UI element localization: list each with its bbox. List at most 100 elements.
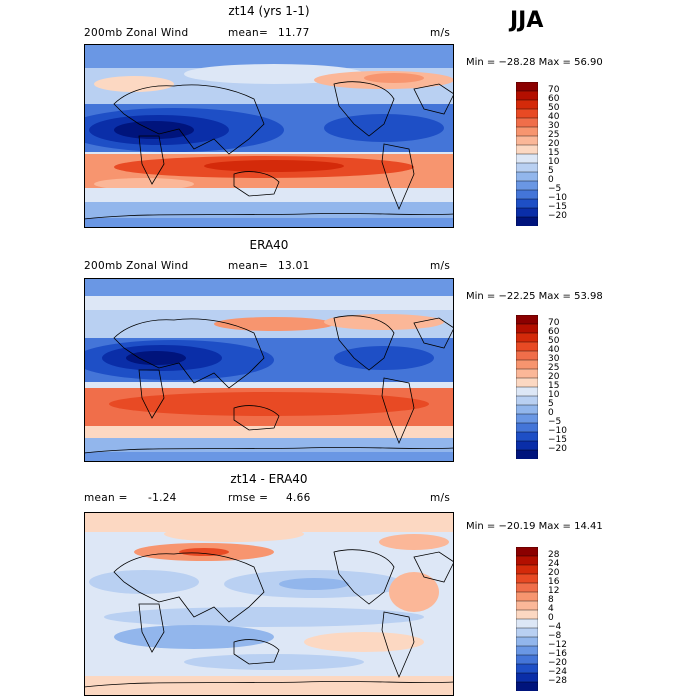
colorbar-swatch: [516, 654, 538, 665]
panel-3-title: zt14 - ERA40: [230, 472, 308, 486]
colorbar-swatch: [516, 555, 538, 566]
coastlines: [84, 315, 454, 454]
contour-band: [84, 676, 454, 696]
colorbar-label: 25: [548, 363, 560, 373]
colorbar-label: −15: [548, 435, 567, 445]
colorbar-swatch: [516, 207, 538, 218]
colorbar-swatch: [516, 350, 538, 361]
colorbar-label: 60: [548, 327, 560, 337]
contour-band: [364, 73, 424, 83]
colorbar-label: 40: [548, 345, 560, 355]
colorbar-swatch: [516, 440, 538, 451]
panel-1-colorbar: [516, 82, 538, 226]
contour-band: [126, 351, 186, 365]
colorbar-label: −10: [548, 193, 567, 203]
panel-1-units: m/s: [430, 27, 451, 39]
panel-1-title: zt14 (yrs 1-1): [228, 4, 310, 18]
colorbar-label: 5: [548, 399, 554, 409]
panel-3-mean-value: -1.24: [148, 492, 177, 504]
contour-band: [114, 625, 274, 649]
colorbar-label: 60: [548, 94, 560, 104]
colorbar-swatch: [516, 108, 538, 119]
colorbar-label: 25: [548, 130, 560, 140]
colorbar-label: −5: [548, 417, 562, 427]
contour-band: [84, 218, 454, 228]
colorbar-swatch: [516, 332, 538, 343]
contour-band: [84, 382, 454, 392]
colorbar-swatch: [516, 189, 538, 200]
colorbar-label: 70: [548, 85, 560, 95]
colorbar-swatch: [516, 591, 538, 602]
contour-band: [84, 44, 454, 68]
contour-band: [324, 314, 444, 330]
contour-band: [89, 570, 199, 594]
colorbar-label: −12: [548, 640, 567, 650]
colorbar-swatch: [516, 341, 538, 352]
panel-1-map: [84, 44, 454, 228]
colorbar-swatch: [516, 431, 538, 442]
colorbar-swatch: [516, 90, 538, 101]
colorbar-swatch: [516, 216, 538, 226]
colorbar-swatch: [516, 117, 538, 128]
panel-3-map: [84, 512, 454, 696]
colorbar-label: −4: [548, 622, 562, 632]
contour-band: [164, 526, 304, 542]
colorbar-swatch: [516, 609, 538, 620]
colorbar-swatch: [516, 162, 538, 173]
colorbar-swatch: [516, 171, 538, 182]
colorbar-label: −10: [548, 426, 567, 436]
colorbar-label: −20: [548, 658, 567, 668]
colorbar-label: 50: [548, 336, 560, 346]
colorbar-swatch: [516, 663, 538, 674]
season-label: JJA: [510, 8, 544, 33]
contour-band: [84, 452, 454, 462]
colorbar-swatch: [516, 681, 538, 691]
colorbar-swatch: [516, 573, 538, 584]
colorbar-swatch: [516, 323, 538, 334]
contour-band: [204, 160, 344, 172]
colorbar-label: 50: [548, 103, 560, 113]
panel-2-minmax: Min = −22.25 Max = 53.98: [466, 291, 603, 302]
colorbar-swatch: [516, 672, 538, 683]
colorbar-swatch: [516, 180, 538, 191]
colorbar-swatch: [516, 422, 538, 433]
colorbar-label: 20: [548, 568, 560, 578]
colorbar-swatch: [516, 627, 538, 638]
colorbar-label: 28: [548, 550, 560, 560]
panel-1-field-label: 200mb Zonal Wind: [84, 27, 189, 39]
colorbar-swatch: [516, 600, 538, 611]
contour-band: [84, 278, 454, 296]
contour-band: [389, 572, 439, 612]
colorbar-label: 4: [548, 604, 554, 614]
colorbar-swatch: [516, 82, 538, 92]
panel-3-mean-label: mean =: [84, 492, 128, 504]
colorbar-swatch: [516, 315, 538, 325]
colorbar-label: 12: [548, 586, 560, 596]
colorbar-label: 20: [548, 139, 560, 149]
map-frame: [84, 44, 454, 228]
colorbar-swatch: [516, 153, 538, 164]
colorbar-swatch: [516, 386, 538, 397]
panel-2-mean-label: mean=: [228, 260, 269, 272]
colorbar-swatch: [516, 395, 538, 406]
panel-1-mean-label: mean=: [228, 27, 269, 39]
contour-band: [179, 548, 229, 556]
colorbar-swatch: [516, 404, 538, 415]
colorbar-swatch: [516, 99, 538, 110]
map-frame: [84, 512, 454, 696]
contour-band: [324, 114, 444, 142]
panel-3-colorbar: [516, 547, 538, 691]
contour-band: [379, 534, 449, 550]
colorbar-label: 15: [548, 381, 560, 391]
panel-3-rmse-label: rmse =: [228, 492, 269, 504]
colorbar-label: 30: [548, 354, 560, 364]
colorbar-label: 0: [548, 175, 554, 185]
contour-band: [304, 632, 424, 652]
colorbar-swatch: [516, 582, 538, 593]
panel-3-minmax: Min = −20.19 Max = 14.41: [466, 521, 603, 532]
colorbar-label: −20: [548, 444, 567, 454]
colorbar-label: 16: [548, 577, 560, 587]
colorbar-swatch: [516, 135, 538, 146]
colorbar-swatch: [516, 198, 538, 209]
colorbar-label: 70: [548, 318, 560, 328]
